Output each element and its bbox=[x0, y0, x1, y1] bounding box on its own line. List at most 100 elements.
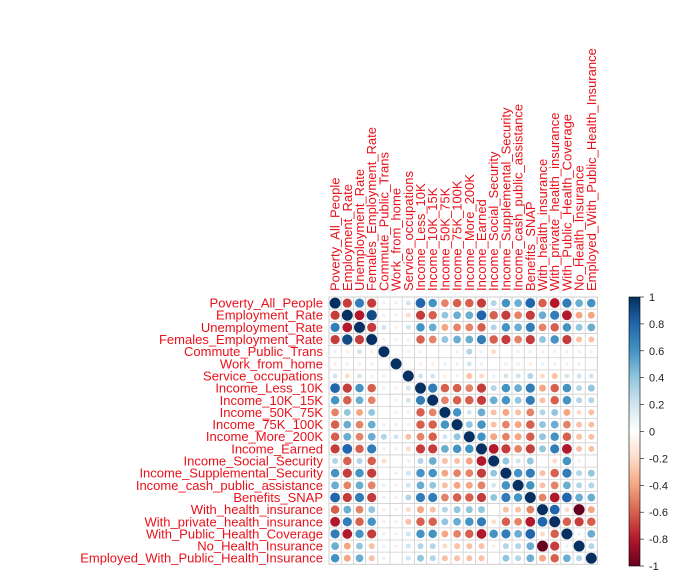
corr-circle bbox=[330, 516, 340, 527]
corr-circle bbox=[562, 323, 572, 332]
corr-circle bbox=[478, 555, 485, 562]
corr-circle bbox=[539, 554, 546, 562]
legend-tick-label: 0.4 bbox=[649, 373, 664, 385]
corr-circle bbox=[466, 361, 472, 367]
corr-circle bbox=[355, 383, 364, 393]
corr-circle bbox=[514, 323, 522, 332]
corr-circle bbox=[330, 444, 340, 454]
corr-circle bbox=[382, 301, 386, 305]
corr-circle bbox=[405, 543, 411, 549]
corr-circle bbox=[490, 469, 498, 477]
corr-circle bbox=[390, 358, 402, 370]
column-label: Service_occupations bbox=[401, 171, 416, 291]
corr-circle bbox=[367, 517, 376, 527]
row-label: Income_Less_10K bbox=[215, 381, 323, 396]
corr-circle bbox=[538, 493, 547, 502]
corr-circle bbox=[455, 349, 459, 354]
column-label: Employment_Rate bbox=[340, 184, 355, 291]
corr-circle bbox=[428, 323, 437, 332]
corr-circle bbox=[368, 408, 376, 416]
corr-circle bbox=[416, 420, 425, 429]
corr-circle bbox=[463, 431, 475, 443]
corr-circle bbox=[465, 384, 474, 392]
corr-circle bbox=[465, 481, 473, 489]
corr-circle bbox=[587, 517, 596, 527]
column-label: With_health_insurance bbox=[535, 159, 550, 291]
corr-circle bbox=[441, 506, 448, 513]
corr-circle bbox=[452, 396, 462, 405]
corr-circle bbox=[550, 553, 559, 563]
corr-circle bbox=[355, 468, 364, 478]
corr-circle bbox=[465, 529, 474, 539]
corr-circle bbox=[443, 374, 447, 378]
corr-circle bbox=[525, 468, 535, 478]
corr-circle bbox=[503, 373, 509, 379]
corr-circle bbox=[367, 492, 377, 503]
corr-circle bbox=[428, 517, 437, 527]
corr-circle bbox=[454, 555, 461, 562]
column-label: Income_Social_Security bbox=[486, 151, 501, 291]
corr-circle bbox=[343, 420, 352, 429]
corr-circle bbox=[502, 432, 510, 441]
corr-circle bbox=[514, 433, 522, 441]
corr-circle bbox=[565, 349, 569, 354]
corr-circle bbox=[430, 362, 435, 366]
corr-circle bbox=[576, 397, 583, 404]
corr-circle bbox=[355, 505, 364, 514]
corr-circle bbox=[368, 506, 376, 514]
corr-circle bbox=[402, 370, 414, 382]
corr-circle bbox=[406, 337, 411, 342]
corr-circle bbox=[330, 529, 340, 539]
corr-circle bbox=[416, 323, 425, 332]
corr-circle bbox=[417, 554, 424, 562]
corr-circle bbox=[562, 456, 572, 466]
corr-circle bbox=[490, 421, 497, 428]
corr-circle bbox=[488, 443, 499, 454]
corr-circle bbox=[562, 396, 572, 405]
corr-circle bbox=[418, 349, 423, 354]
corr-circle bbox=[525, 383, 535, 393]
corr-circle bbox=[428, 457, 437, 465]
corr-circle bbox=[441, 311, 449, 319]
corr-circle bbox=[588, 409, 595, 416]
corr-circle bbox=[525, 529, 536, 539]
corr-circle bbox=[588, 336, 595, 343]
corr-circle bbox=[549, 504, 560, 515]
row-label: With_Public_Health_Coverage bbox=[146, 526, 323, 541]
corr-circle bbox=[514, 335, 522, 344]
row-label: Income_Social_Security bbox=[184, 454, 324, 469]
corr-circle bbox=[342, 334, 353, 345]
corr-circle bbox=[515, 506, 522, 513]
corr-circle bbox=[406, 459, 411, 463]
corr-circle bbox=[405, 555, 411, 561]
corr-circle bbox=[539, 397, 546, 404]
corr-circle bbox=[563, 420, 571, 429]
corr-circle bbox=[406, 349, 411, 354]
corr-circle bbox=[405, 300, 411, 306]
corr-circle bbox=[501, 517, 511, 527]
corr-circle bbox=[367, 529, 377, 539]
column-label: Employed_With_Public_Health_Insurance bbox=[584, 48, 599, 291]
corr-circle bbox=[330, 396, 340, 405]
corr-circle bbox=[501, 334, 511, 345]
corr-circle bbox=[551, 408, 559, 416]
corr-circle bbox=[345, 349, 350, 354]
corr-circle bbox=[526, 457, 534, 465]
column-label: Income_Supplemental_Security bbox=[498, 107, 513, 291]
corr-circle bbox=[441, 555, 448, 562]
column-label: Income_More_200K bbox=[462, 174, 477, 291]
corr-circle bbox=[356, 408, 363, 416]
corr-circle bbox=[477, 481, 486, 490]
corr-circle bbox=[528, 362, 533, 366]
corr-circle bbox=[330, 468, 340, 478]
row-label: Females_Employment_Rate bbox=[159, 332, 323, 347]
corr-circle bbox=[355, 396, 364, 405]
corr-circle bbox=[476, 310, 487, 321]
corr-circle bbox=[576, 482, 583, 489]
corr-circle bbox=[587, 469, 595, 477]
corr-circle bbox=[415, 382, 426, 394]
corr-circle bbox=[367, 481, 376, 490]
column-label: With_Public_Health_Coverage bbox=[559, 114, 574, 291]
corr-circle bbox=[501, 298, 511, 308]
corr-circle bbox=[502, 506, 509, 513]
